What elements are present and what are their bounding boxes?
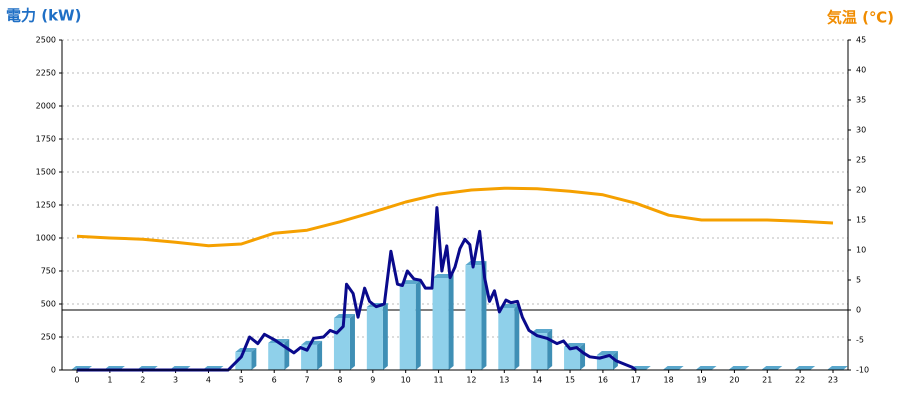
bar	[399, 280, 421, 370]
bar-face	[761, 366, 783, 370]
x-tick-label: 16	[598, 376, 608, 385]
right-axis-title: 気温 (℃)	[827, 9, 894, 27]
x-tick-label: 22	[795, 376, 805, 385]
x-tick-label: 18	[664, 376, 674, 385]
bar	[301, 340, 323, 370]
y2-tick-label: -10	[856, 366, 869, 375]
bar-face	[432, 277, 449, 370]
y2-tick-label: 5	[856, 276, 861, 285]
bar-face	[415, 280, 421, 370]
x-tick-label: 4	[206, 376, 211, 385]
bar-face	[596, 350, 618, 355]
line	[76, 186, 834, 248]
x-tick-label: 9	[370, 376, 375, 385]
y2-tick-label: 40	[856, 66, 866, 75]
bar-face	[547, 329, 553, 370]
bar-face	[794, 366, 816, 370]
x-tick-label: 13	[499, 376, 509, 385]
y-tick-label: 2000	[36, 102, 56, 111]
line	[77, 206, 637, 372]
y2-tick-label: 45	[856, 36, 866, 45]
y2-tick-label: -5	[856, 336, 864, 345]
x-tick-label: 23	[828, 376, 838, 385]
bar-face	[382, 303, 388, 370]
bar-face	[827, 366, 848, 370]
x-tick-label: 12	[466, 376, 476, 385]
y-tick-label: 1750	[36, 135, 56, 144]
y2-tick-label: 10	[856, 246, 866, 255]
bar	[465, 261, 487, 370]
bar	[695, 366, 717, 370]
bar-face	[284, 338, 290, 370]
bar	[498, 303, 520, 370]
bar	[662, 366, 684, 370]
left-axis-title: 電力 (kW)	[6, 7, 81, 25]
y-tick-label: 250	[41, 333, 56, 342]
bar	[827, 366, 848, 370]
bar-face	[580, 343, 586, 370]
x-tick-label: 6	[272, 376, 277, 385]
x-tick-label: 3	[173, 376, 178, 385]
bar-face	[235, 348, 257, 353]
bar-face	[465, 261, 487, 266]
bar-face	[564, 347, 581, 370]
y2-tick-label: 30	[856, 126, 866, 135]
bar-face	[366, 307, 383, 370]
x-tick-label: 5	[239, 376, 244, 385]
x-tick-label: 8	[337, 376, 342, 385]
bar-face	[514, 303, 520, 370]
bar-face	[662, 366, 684, 370]
y-tick-label: 2500	[36, 36, 56, 45]
x-tick-label: 15	[565, 376, 575, 385]
bar-face	[695, 366, 717, 370]
bar	[761, 366, 783, 370]
y-tick-label: 1250	[36, 201, 56, 210]
x-tick-label: 1	[107, 376, 112, 385]
y2-tick-label: 15	[856, 216, 866, 225]
bar	[235, 348, 257, 370]
bar-face	[728, 366, 750, 370]
y-tick-label: 2250	[36, 69, 56, 78]
bar-face	[531, 329, 553, 334]
x-tick-label: 0	[74, 376, 79, 385]
x-tick-label: 19	[696, 376, 706, 385]
bar-face	[349, 313, 355, 370]
bar-face	[531, 333, 548, 370]
x-tick-label: 7	[305, 376, 310, 385]
y-tick-label: 1000	[36, 234, 56, 243]
y-tick-label: 750	[41, 267, 56, 276]
bar-face	[268, 342, 285, 370]
x-tick-label: 2	[140, 376, 145, 385]
x-tick-label: 14	[532, 376, 542, 385]
bar-face	[317, 340, 323, 370]
bar-face	[481, 261, 487, 370]
x-tick-label: 11	[433, 376, 443, 385]
bar	[366, 303, 388, 370]
x-tick-label: 20	[729, 376, 739, 385]
bar-face	[251, 348, 257, 370]
bar	[794, 366, 816, 370]
bar-face	[399, 284, 416, 370]
x-tick-label: 10	[401, 376, 411, 385]
y-tick-label: 1500	[36, 168, 56, 177]
bar-face	[301, 344, 318, 370]
bar-face	[448, 273, 454, 370]
bar-face	[465, 265, 482, 370]
y2-tick-label: 25	[856, 156, 866, 165]
y-tick-label: 500	[41, 300, 56, 309]
x-tick-label: 17	[631, 376, 641, 385]
y-tick-label: 0	[51, 366, 56, 375]
y2-tick-label: 20	[856, 186, 866, 195]
y2-tick-label: 0	[856, 306, 861, 315]
y2-tick-label: 35	[856, 96, 866, 105]
bar-face	[498, 307, 515, 370]
bar	[728, 366, 750, 370]
x-tick-label: 21	[762, 376, 772, 385]
bar-face	[235, 352, 252, 370]
bar	[432, 273, 454, 370]
